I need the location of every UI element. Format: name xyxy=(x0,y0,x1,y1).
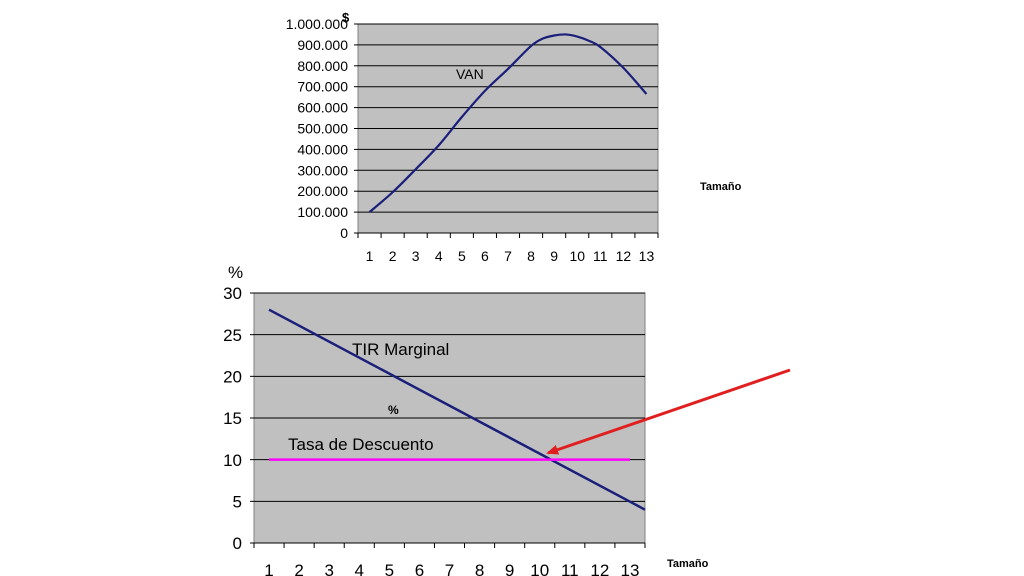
van-series xyxy=(368,33,648,213)
x-tick-label: 13 xyxy=(621,561,640,576)
x-tick-label: 5 xyxy=(385,561,394,576)
y-tick-label: 300.000 xyxy=(297,162,348,178)
y-tick-label: 700.000 xyxy=(297,79,348,95)
x-tick-label: 9 xyxy=(550,248,558,264)
y-tick-label: 800.000 xyxy=(297,58,348,74)
van-gridlines xyxy=(354,23,659,238)
tir-y-tick-labels: 0 5 10 15 20 25 30 xyxy=(223,284,242,553)
tir-marginal-line xyxy=(268,308,646,511)
tir-inner-label: % xyxy=(388,403,399,417)
x-tick-label: 13 xyxy=(639,248,655,264)
van-unit-label: $ xyxy=(342,10,350,25)
y-tick-label: 500.000 xyxy=(297,121,348,137)
tir-unit-label: % xyxy=(228,263,243,282)
x-tick-label: 6 xyxy=(481,248,489,264)
y-tick-label: 200.000 xyxy=(297,183,348,199)
x-tick-label: 11 xyxy=(593,248,608,264)
y-tick-label: 0 xyxy=(233,534,242,553)
van-y-tick-labels: 0 100.000 200.000 300.000 400.000 500.000 600.… xyxy=(286,16,349,241)
y-tick-label: 900.000 xyxy=(297,37,348,53)
tir-x-tick-labels: 1 2 3 4 5 6 7 8 9 10 11 12 13 xyxy=(264,561,639,576)
x-tick-label: 10 xyxy=(530,561,549,576)
x-tick-label: 3 xyxy=(324,561,333,576)
x-tick-label: 8 xyxy=(527,248,535,264)
x-tick-label: 10 xyxy=(569,248,585,264)
van-x-axis-label: Tamaño xyxy=(700,181,742,193)
tir-x-axis-label: Tamaño xyxy=(667,558,709,570)
y-tick-label: 1.000.000 xyxy=(286,16,348,32)
y-tick-label: 25 xyxy=(223,326,242,345)
x-tick-label: 7 xyxy=(445,561,454,576)
y-tick-label: 0 xyxy=(340,225,348,241)
x-tick-label: 4 xyxy=(355,561,364,576)
y-tick-label: 20 xyxy=(223,367,242,386)
van-line xyxy=(368,33,648,213)
van-series-label: VAN xyxy=(456,66,484,82)
y-tick-label: 30 xyxy=(223,284,242,303)
x-tick-label: 2 xyxy=(294,561,303,576)
x-tick-label: 1 xyxy=(264,561,273,576)
x-tick-label: 1 xyxy=(366,248,374,264)
van-chart: 0 100.000 200.000 300.000 400.000 500.000 600.… xyxy=(286,10,742,264)
x-tick-label: 12 xyxy=(616,248,632,264)
x-tick-label: 2 xyxy=(389,248,397,264)
intersection-arrow xyxy=(546,368,791,455)
x-tick-label: 5 xyxy=(458,248,466,264)
y-tick-label: 15 xyxy=(223,409,242,428)
x-tick-label: 7 xyxy=(504,248,512,264)
x-tick-label: 8 xyxy=(475,561,484,576)
x-tick-label: 11 xyxy=(561,561,579,576)
x-tick-label: 6 xyxy=(415,561,424,576)
y-tick-label: 5 xyxy=(233,492,242,511)
tir-series-label: TIR Marginal xyxy=(352,340,449,359)
discount-rate-label: Tasa de Descuento xyxy=(288,435,434,454)
y-tick-label: 10 xyxy=(223,451,242,470)
y-tick-label: 100.000 xyxy=(297,204,348,220)
y-tick-label: 600.000 xyxy=(297,100,348,116)
x-tick-label: 4 xyxy=(435,248,443,264)
tir-series xyxy=(268,308,646,511)
van-x-tick-labels: 1 2 3 4 5 6 7 8 9 10 11 12 13 xyxy=(366,248,655,264)
x-tick-label: 12 xyxy=(590,561,609,576)
x-tick-label: 9 xyxy=(505,561,514,576)
y-tick-label: 400.000 xyxy=(297,141,348,157)
x-tick-label: 3 xyxy=(412,248,420,264)
